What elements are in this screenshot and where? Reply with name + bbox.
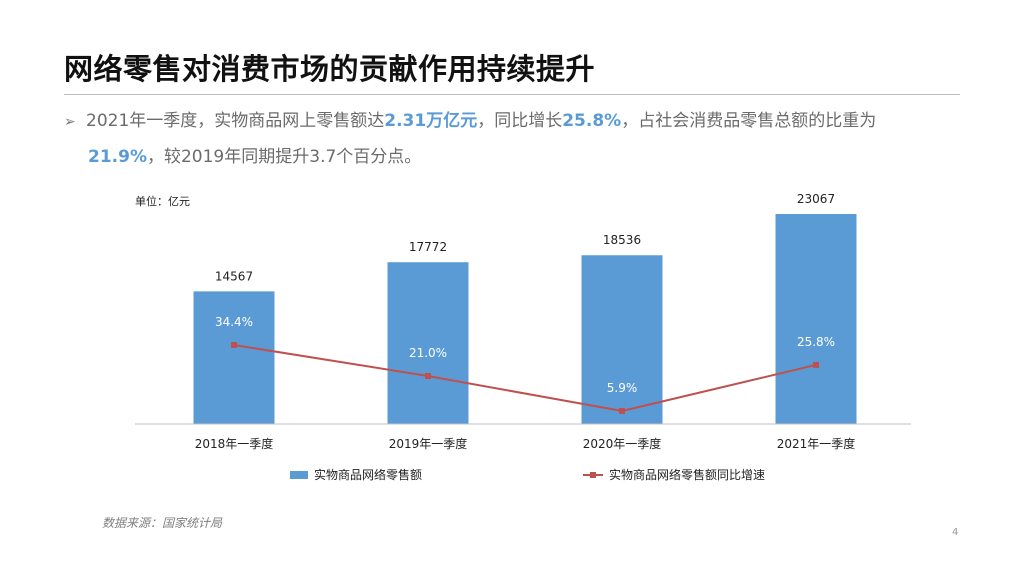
bar-1 <box>193 291 275 424</box>
bullet-text-1: 2021年一季度，实物商品网上零售额达 <box>86 111 385 131</box>
highlight-share: 21.9% <box>88 147 147 167</box>
bar-4 <box>775 214 857 424</box>
category-label-2: 2019年一季度 <box>389 436 468 451</box>
bullet-text-4: ，较2019年同期提升3.7个百分点。 <box>146 147 422 167</box>
bar-2 <box>387 262 469 424</box>
sales-chart: 单位：亿元 14567 2018年一季度 17772 2019年一季度 18536 2020… <box>135 192 911 482</box>
growth-label-2: 21.0% <box>409 346 447 360</box>
category-label-1: 2018年一季度 <box>195 436 274 451</box>
summary-bullet: ➢ 2021年一季度，实物商品网上零售额达2.31万亿元，同比增长25.8%，占社… <box>64 104 974 175</box>
bar-3 <box>581 255 663 424</box>
highlight-sales: 2.31万亿元 <box>384 111 478 131</box>
unit-label: 单位：亿元 <box>135 194 190 208</box>
bullet-text-3: ，占社会消费品零售总额的比重为 <box>621 111 877 131</box>
growth-point-1 <box>231 342 237 348</box>
page-number: 4 <box>952 527 959 538</box>
growth-label-3: 5.9% <box>607 381 638 395</box>
legend-bar-label: 实物商品网络零售额 <box>314 467 422 482</box>
legend-bar-swatch <box>290 471 308 479</box>
growth-point-4 <box>813 361 819 368</box>
growth-label-4: 25.8% <box>797 335 835 349</box>
category-label-4: 2021年一季度 <box>777 436 856 451</box>
growth-point-2 <box>425 373 431 380</box>
growth-rate-line <box>233 344 817 413</box>
highlight-growth: 25.8% <box>562 111 622 131</box>
arrow-bullet-icon: ➢ <box>64 114 76 130</box>
bar-value-label-4: 23067 <box>797 192 835 206</box>
bar-value-label-3: 18536 <box>603 233 641 247</box>
bar-value-label-2: 17772 <box>409 240 447 254</box>
title-divider <box>64 94 960 95</box>
growth-label-1: 34.4% <box>215 315 253 329</box>
data-source: 数据来源：国家统计局 <box>102 516 223 530</box>
bullet-line-2: 21.9%，较2019年同期提升3.7个百分点。 <box>64 140 974 175</box>
growth-point-3 <box>619 408 625 414</box>
legend-line-label: 实物商品网络零售额同比增速 <box>609 467 765 482</box>
category-label-3: 2020年一季度 <box>583 436 662 451</box>
legend-line-marker <box>590 472 596 478</box>
bullet-text-2: ，同比增长 <box>477 111 563 131</box>
slide-title: 网络零售对消费市场的贡献作用持续提升 <box>64 52 596 86</box>
bar-value-label-1: 14567 <box>215 269 253 283</box>
